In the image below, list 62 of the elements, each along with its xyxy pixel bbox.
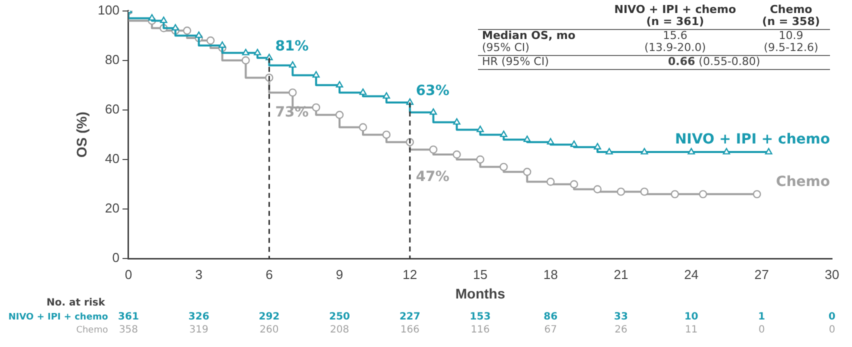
text: 116: [470, 324, 490, 336]
y-axis-title: OS (%): [73, 112, 90, 158]
annotation: Median OS, mo: [481, 29, 576, 42]
x-tick-label: 12: [402, 266, 418, 282]
x-tick-label: 30: [824, 266, 840, 282]
text: 153: [470, 312, 491, 323]
text: 250: [329, 312, 350, 323]
text: 166: [400, 324, 420, 336]
annotation: 81%: [275, 38, 309, 55]
x-tick-label: 21: [614, 266, 628, 282]
annotation: (13.9-20.0): [598, 41, 752, 56]
annotation: 63%: [416, 83, 450, 100]
series-label: Chemo: [776, 174, 830, 190]
x-axis-title: Months: [455, 285, 506, 302]
annotation: 15.6: [662, 29, 688, 42]
annotation: 47%: [416, 168, 450, 185]
annotation: 0.66: [668, 55, 696, 68]
annotation: NIVO + IPI + chemo: [613, 3, 738, 16]
annotation: Chemo: [768, 3, 814, 16]
text: 227: [399, 312, 420, 323]
y-tick-label: 80: [105, 52, 120, 67]
text: 326: [188, 312, 210, 323]
text: 86: [544, 312, 558, 323]
x-tick-label: 9: [336, 266, 344, 282]
annotation: (9.5-12.6): [752, 41, 830, 56]
text: 292: [258, 312, 280, 323]
text: 0: [828, 324, 836, 336]
text: NIVO + IPI + chemo: [8, 312, 108, 322]
text: No. at risk: [46, 298, 106, 309]
annotation: (n = 361): [598, 15, 752, 30]
x-tick-label: 3: [195, 266, 202, 282]
text: 11: [684, 324, 698, 336]
y-tick-label: 20: [105, 200, 120, 216]
text: 260: [260, 324, 279, 336]
text: 0: [828, 312, 836, 323]
annotation: (0.55-0.80): [698, 55, 760, 68]
text: 67: [544, 324, 557, 336]
x-tick-label: 6: [266, 266, 273, 282]
text: Chemo: [76, 325, 108, 336]
x-tick-label: 15: [473, 266, 488, 282]
annotation: HR (95% CI): [478, 55, 598, 70]
x-tick-label: 0: [124, 266, 132, 282]
annotation: (95% CI): [478, 41, 598, 56]
x-tick-label: 27: [754, 266, 769, 282]
text: 0: [758, 324, 765, 336]
x-tick-label: 18: [543, 266, 558, 282]
text: 33: [614, 312, 628, 323]
y-tick-label: 60: [105, 102, 120, 116]
text: 26: [614, 324, 628, 336]
series-label: NIVO + IPI + chemo: [674, 132, 830, 148]
text: 1: [758, 312, 766, 323]
text: 10: [684, 312, 698, 323]
x-tick-label: 24: [684, 266, 699, 282]
text: 361: [118, 312, 139, 323]
y-tick-label: 40: [105, 151, 120, 166]
text: 208: [330, 324, 350, 336]
y-tick-label: 100: [98, 2, 120, 18]
annotation: (n = 358): [752, 15, 830, 30]
text: 358: [118, 324, 138, 336]
annotation: 10.9: [778, 29, 804, 42]
text: 319: [189, 324, 208, 336]
y-tick-label: 0: [112, 250, 120, 266]
